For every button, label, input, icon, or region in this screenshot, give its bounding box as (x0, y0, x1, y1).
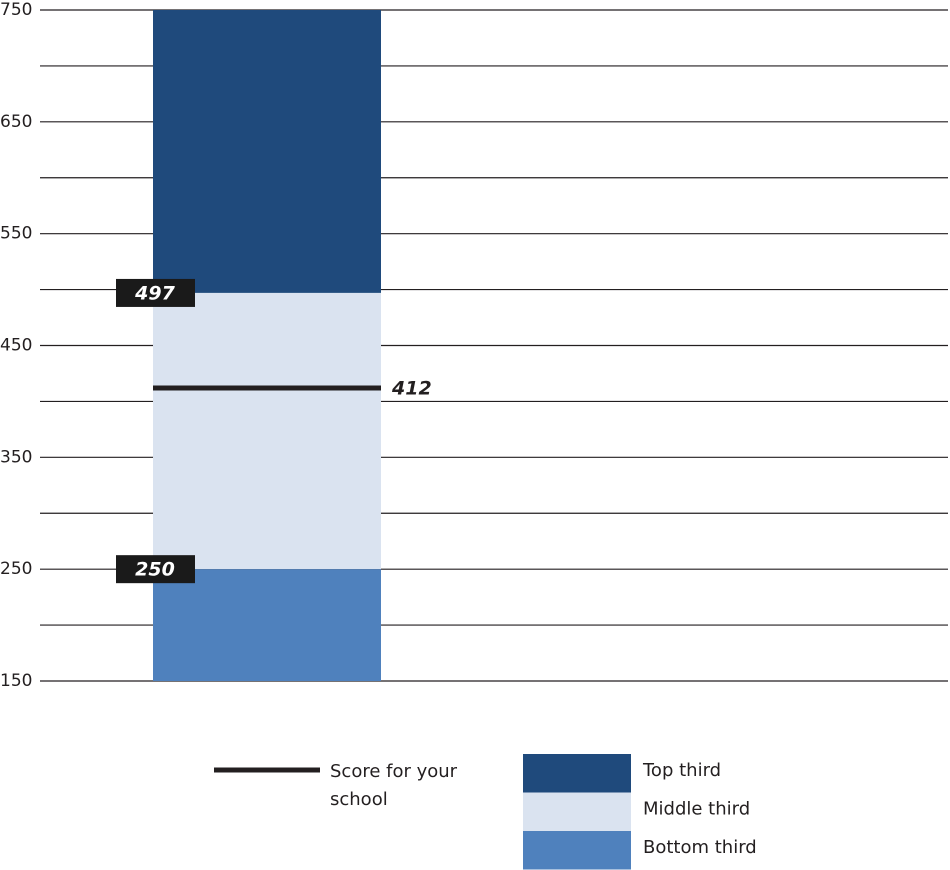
legend-swatch (523, 792, 631, 831)
y-tick-label: 550 (0, 224, 32, 244)
y-tick-label: 150 (0, 671, 32, 691)
threshold-label: 250 (135, 559, 175, 581)
legend-label: Top third (642, 760, 721, 781)
threshold-box (116, 555, 195, 584)
threshold-label: 497 (134, 282, 175, 304)
legend-swatch (523, 754, 631, 793)
legend-label: Middle third (643, 799, 750, 820)
legend-label: Score for your school (330, 761, 458, 810)
score-label: 412 (391, 377, 432, 399)
bar-segment (153, 10, 381, 293)
y-tick-label: 650 (0, 112, 32, 132)
y-tick-label: 350 (0, 447, 32, 467)
threshold-box (116, 278, 195, 307)
y-tick-label: 450 (0, 336, 32, 356)
bar-segment (153, 569, 381, 681)
legend-label: Bottom third (643, 837, 757, 858)
y-tick-label: 250 (0, 559, 32, 579)
y-tick-label: 750 (0, 0, 32, 20)
bar-segment (153, 292, 381, 570)
legend-swatch (523, 831, 631, 870)
